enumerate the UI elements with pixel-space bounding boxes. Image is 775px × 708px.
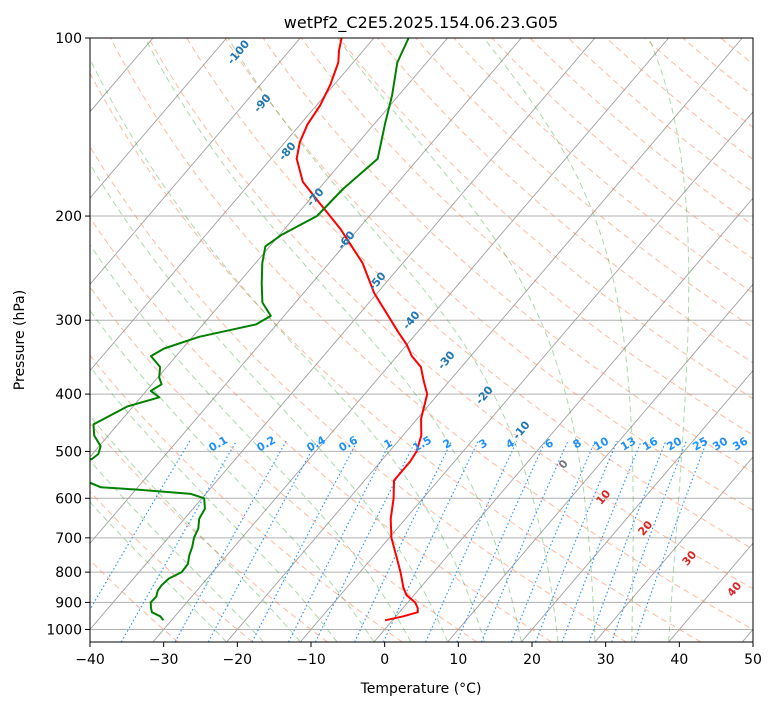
isotherm-line bbox=[90, 38, 375, 372]
moist-adiabat bbox=[144, 38, 522, 642]
moist-adiabat bbox=[227, 38, 559, 642]
moist-adiabat bbox=[90, 415, 301, 642]
isotherm-line bbox=[90, 38, 301, 286]
dry-adiabat bbox=[186, 38, 753, 550]
moist-adiabat bbox=[90, 244, 412, 642]
moist-adiabat bbox=[90, 57, 485, 642]
isotherm-line bbox=[299, 111, 753, 642]
isotherm-line bbox=[226, 38, 743, 642]
y-axis-label: Pressure (hPa) bbox=[12, 290, 28, 390]
mixing-ratio-line bbox=[456, 440, 546, 642]
dry-adiabat bbox=[110, 38, 753, 631]
x-axis-label: Temperature (°C) bbox=[360, 681, 482, 697]
dry-adiabat bbox=[567, 38, 753, 193]
y-tick-label: 200 bbox=[55, 209, 82, 225]
y-tick-label: 400 bbox=[55, 387, 82, 403]
moist-adiabat bbox=[90, 366, 338, 642]
dry-adiabat bbox=[224, 38, 753, 511]
moist-adiabat bbox=[90, 163, 449, 642]
moist-adiabat bbox=[90, 309, 375, 642]
temperature-profile bbox=[295, 38, 429, 622]
isotherm-line bbox=[373, 197, 753, 642]
dry-adiabat bbox=[415, 38, 753, 329]
mixing-ratio-line bbox=[588, 440, 667, 642]
mixing-ratio-line bbox=[120, 440, 237, 642]
mixing-ratio-line bbox=[425, 440, 518, 642]
x-tick-label: 20 bbox=[523, 652, 541, 668]
isotherm-line bbox=[90, 38, 522, 544]
x-tick-label: 50 bbox=[744, 652, 762, 668]
y-tick-label: 300 bbox=[55, 313, 82, 329]
x-tick-label: −20 bbox=[223, 652, 253, 668]
plot-frame bbox=[89, 37, 754, 643]
y-tick-label: 500 bbox=[55, 444, 82, 460]
dry-adiabat bbox=[377, 38, 753, 364]
dry-adiabat bbox=[90, 354, 403, 642]
y-tick-label: 600 bbox=[55, 491, 82, 507]
isotherm-line bbox=[594, 456, 753, 642]
dry-adiabat bbox=[453, 38, 753, 294]
y-tick-label: 700 bbox=[55, 531, 82, 547]
dewpoint-profile bbox=[90, 38, 410, 621]
mixing-ratio-line bbox=[174, 440, 287, 642]
dry-adiabat bbox=[262, 38, 753, 473]
dry-adiabat bbox=[90, 490, 254, 642]
x-tick-label: −10 bbox=[296, 652, 326, 668]
chart-title: wetPf2_C2E5.2025.154.06.23.G05 bbox=[284, 13, 558, 33]
x-tick-label: 0 bbox=[380, 652, 389, 668]
isotherm-line bbox=[152, 38, 669, 642]
x-tick-label: 10 bbox=[449, 652, 467, 668]
x-tick-label: −40 bbox=[75, 652, 105, 668]
y-tick-label: 900 bbox=[55, 595, 82, 611]
dry-adiabat bbox=[300, 38, 753, 436]
dry-adiabat bbox=[90, 72, 702, 642]
y-tick-label: 800 bbox=[55, 565, 82, 581]
mixing-ratio-line bbox=[633, 440, 708, 642]
mixing-ratio-line bbox=[611, 440, 687, 642]
mixing-ratio-line bbox=[481, 440, 569, 642]
isotherm-line bbox=[90, 38, 596, 631]
moist-adiabat bbox=[483, 38, 634, 642]
x-tick-label: −30 bbox=[149, 652, 179, 668]
moist-adiabat bbox=[648, 38, 690, 642]
isotherm-line bbox=[90, 38, 227, 199]
y-tick-label: 1000 bbox=[46, 622, 82, 638]
y-tick-label: 100 bbox=[55, 31, 82, 47]
x-tick-label: 30 bbox=[597, 652, 615, 668]
dry-adiabat bbox=[90, 145, 627, 642]
moist-adiabat bbox=[337, 38, 596, 642]
mixing-ratio-line bbox=[207, 440, 318, 642]
isotherm-line bbox=[447, 283, 753, 642]
isotherm-line bbox=[520, 369, 753, 642]
dry-adiabat bbox=[148, 38, 753, 590]
mixing-ratio-line bbox=[314, 440, 417, 642]
x-tick-label: 40 bbox=[670, 652, 688, 668]
dry-adiabat bbox=[606, 38, 753, 161]
